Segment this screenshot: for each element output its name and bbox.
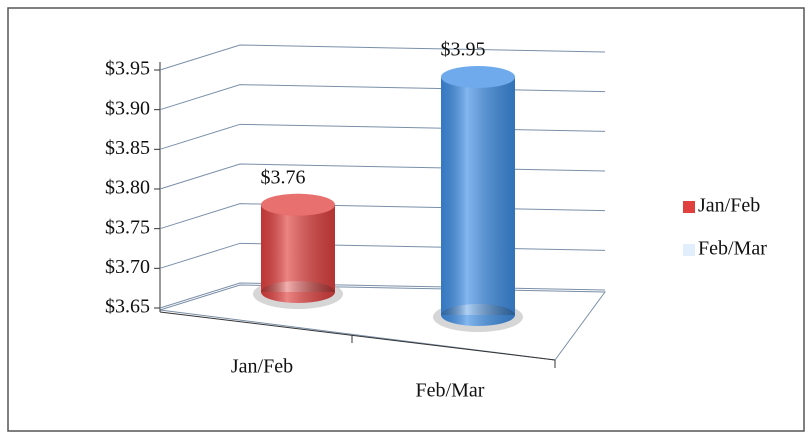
frame bbox=[7, 7, 805, 432]
bar-shine bbox=[261, 204, 335, 292]
value-label: $3.95 bbox=[441, 39, 486, 61]
y-tick-label: $3.80 bbox=[105, 177, 150, 199]
grid-line bbox=[159, 242, 606, 269]
grid-line bbox=[159, 123, 606, 150]
legend-swatch bbox=[683, 244, 695, 256]
legend-label: Jan/Feb bbox=[698, 195, 760, 217]
grid-line bbox=[159, 282, 606, 309]
y-tick-label: $3.90 bbox=[105, 97, 150, 119]
y-tick-label: $3.65 bbox=[105, 296, 150, 318]
grid-line bbox=[159, 203, 606, 230]
x-axis bbox=[159, 311, 556, 361]
grid-line bbox=[159, 44, 606, 71]
x-tick-label: Feb/Mar bbox=[416, 380, 485, 402]
y-tick-label: $3.75 bbox=[105, 216, 150, 238]
y-tick-label: $3.85 bbox=[105, 137, 150, 159]
grid-line bbox=[159, 84, 606, 111]
bar-top-shine bbox=[261, 193, 335, 216]
bar-top bbox=[261, 193, 335, 216]
x-tick-label: Jan/Feb bbox=[231, 356, 293, 378]
bar-top-shine bbox=[441, 66, 515, 88]
bar-shine bbox=[441, 77, 515, 315]
y-tick-label: $3.70 bbox=[105, 256, 150, 278]
y-tick-label: $3.95 bbox=[105, 58, 150, 80]
legend-swatch bbox=[683, 201, 695, 213]
bar-top bbox=[441, 66, 515, 88]
legend-label: Feb/Mar bbox=[698, 238, 767, 260]
grid-line bbox=[159, 163, 606, 190]
value-label: $3.76 bbox=[261, 166, 306, 188]
floor bbox=[159, 284, 606, 361]
